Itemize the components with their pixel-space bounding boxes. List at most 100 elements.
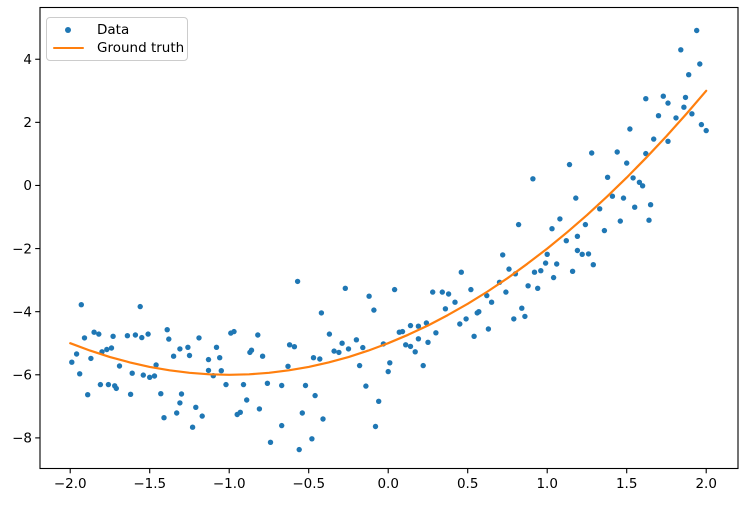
data-point: [463, 316, 469, 322]
data-point: [312, 392, 318, 399]
data-point: [285, 363, 291, 369]
data-point: [127, 391, 134, 397]
x-tick-label: 0.5: [457, 476, 478, 492]
data-point: [430, 289, 436, 295]
x-tick-label: −2.0: [54, 476, 87, 492]
data-point: [682, 94, 689, 101]
data-point: [291, 344, 298, 350]
data-point: [403, 342, 409, 348]
data-point: [617, 218, 623, 224]
data-point: [299, 410, 305, 416]
data-point: [476, 309, 482, 315]
data-point: [205, 367, 212, 374]
data-point: [256, 406, 263, 412]
legend-entry-ground-truth: Ground truth: [47, 39, 187, 57]
data-point: [345, 346, 352, 352]
data-point: [673, 115, 679, 121]
data-point: [248, 347, 255, 353]
data-point: [318, 310, 325, 316]
data-point: [694, 27, 700, 34]
data-point: [124, 333, 131, 339]
data-point: [488, 299, 495, 305]
data-point: [279, 382, 285, 389]
data-marker-icon: [65, 27, 71, 33]
data-point: [651, 136, 657, 142]
data-point: [689, 111, 695, 117]
ground-truth-curve: [69, 89, 708, 376]
data-point: [185, 344, 191, 350]
data-point: [503, 289, 509, 295]
data-point: [336, 349, 342, 356]
data-point: [627, 126, 633, 132]
data-point: [353, 337, 360, 343]
data-point: [139, 334, 145, 341]
data-point: [310, 355, 317, 361]
x-tick-label: −0.5: [292, 476, 325, 492]
data-point: [145, 331, 151, 337]
data-point: [582, 221, 589, 228]
data-point: [81, 335, 88, 341]
data-point: [643, 150, 649, 157]
data-point: [535, 285, 541, 291]
x-tick-label: 1.5: [616, 476, 637, 492]
data-point: [186, 352, 193, 359]
data-point: [363, 383, 369, 389]
data-point: [296, 446, 302, 453]
data-point: [620, 195, 627, 201]
axes-background: [40, 7, 738, 469]
x-tick-label: 1.0: [536, 476, 557, 492]
data-point: [557, 216, 563, 222]
data-point: [255, 332, 261, 338]
data-point: [412, 349, 418, 355]
data-point: [339, 340, 345, 346]
data-point: [420, 362, 426, 369]
data-point: [104, 346, 110, 353]
y-tick-label: −4: [12, 304, 32, 320]
data-point: [597, 206, 603, 212]
data-point: [320, 416, 326, 422]
data-point: [317, 356, 323, 362]
data-point: [279, 422, 285, 429]
data-point: [259, 353, 266, 359]
data-point: [129, 370, 135, 376]
legend-key: [47, 46, 89, 50]
data-point: [636, 179, 643, 185]
axes-spines: [39, 6, 739, 470]
legend-entry-data: Data: [47, 21, 187, 39]
data-point: [177, 400, 183, 406]
data-point: [639, 183, 646, 189]
y-tick-label: 0: [23, 178, 32, 194]
data-point: [302, 382, 309, 389]
data-point: [604, 174, 611, 180]
data-point: [97, 381, 104, 388]
data-point: [77, 371, 83, 377]
data-point: [703, 127, 709, 134]
data-point: [614, 149, 620, 155]
data-point: [423, 320, 430, 326]
data-point: [218, 368, 224, 374]
data-point: [698, 121, 705, 128]
y-tick-label: −8: [12, 431, 32, 447]
y-tick-label: −6: [12, 367, 32, 383]
data-point: [511, 316, 517, 322]
data-point: [624, 160, 630, 166]
data-point: [643, 96, 649, 102]
data-point: [294, 278, 301, 285]
data-point: [78, 302, 85, 308]
y-tick-label: −2: [12, 241, 32, 257]
data-point: [646, 217, 652, 223]
data-point: [452, 299, 458, 305]
data-point: [158, 391, 164, 397]
data-point: [589, 150, 595, 156]
data-point: [360, 344, 366, 351]
data-point: [407, 343, 414, 350]
data-point: [415, 323, 422, 329]
data-point: [199, 413, 205, 419]
data-point: [217, 355, 223, 361]
data-point: [132, 332, 139, 338]
data-point: [554, 261, 560, 267]
data-point: [96, 331, 102, 337]
data-point: [678, 47, 684, 53]
data-point: [161, 415, 167, 421]
